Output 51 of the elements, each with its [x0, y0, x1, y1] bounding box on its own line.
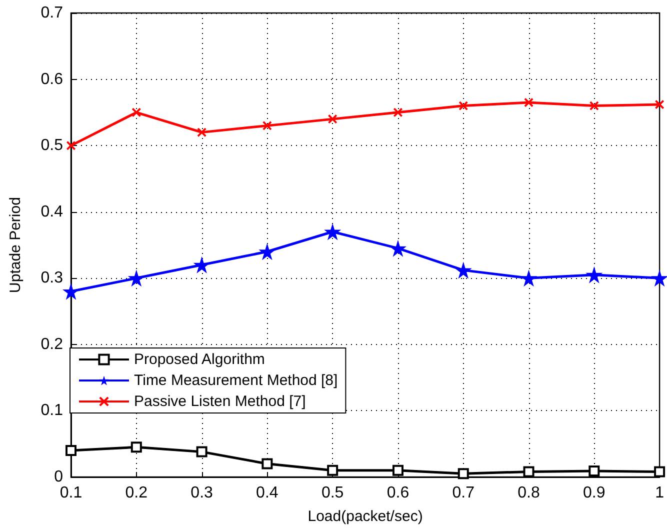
y-tick-label: 0.5	[40, 137, 64, 154]
y-tick-label: 0.7	[40, 4, 64, 22]
point	[655, 100, 664, 109]
x-tick-label: 0.9	[583, 484, 606, 502]
point	[523, 466, 534, 478]
x-axis-title: Load(packet/sec)	[308, 508, 423, 525]
point	[654, 466, 666, 478]
y-axis-title: Uptade Period	[7, 197, 24, 293]
y-tick-label: 0	[54, 468, 64, 486]
x-tick-label: 0.5	[321, 484, 344, 502]
point	[132, 108, 141, 117]
point	[258, 243, 276, 260]
point	[66, 141, 76, 150]
point	[588, 466, 600, 477]
legend-label: Time Measurement Method [8]	[134, 372, 338, 389]
y-tick-label: 0.4	[40, 203, 64, 220]
legend-label: Proposed Algorithm	[134, 351, 265, 368]
point	[524, 98, 534, 107]
point	[324, 223, 342, 240]
y-tick-label: 0.6	[40, 70, 64, 88]
x-tick-label: 0.4	[256, 484, 278, 502]
y-tick-label: 0.2	[40, 336, 64, 353]
point	[586, 266, 603, 284]
point	[520, 270, 538, 287]
point	[454, 262, 472, 279]
point	[62, 282, 80, 300]
point	[262, 121, 272, 130]
y-tick-label: 0.3	[40, 270, 64, 287]
legend-label: Passive Listen Method [7]	[134, 393, 306, 410]
point	[458, 101, 468, 110]
point	[327, 464, 338, 476]
x-tick-label: 0.1	[60, 484, 82, 502]
point	[651, 270, 667, 287]
point	[328, 114, 338, 124]
x-tick-label: 0.7	[452, 484, 475, 502]
x-tick-label: 0.8	[518, 484, 540, 502]
point	[389, 240, 406, 257]
point	[66, 444, 76, 456]
point	[590, 101, 599, 110]
point	[392, 464, 404, 476]
y-tick-label: 0.1	[40, 402, 64, 420]
x-tick-label: 0.6	[386, 484, 410, 502]
point	[262, 458, 273, 470]
point	[196, 446, 208, 458]
point	[130, 442, 142, 453]
point	[458, 468, 469, 480]
x-tick-label: 0.2	[125, 484, 148, 502]
x-tick-label: 0.3	[190, 484, 214, 502]
x-tick-label: 1	[655, 484, 664, 502]
point	[197, 128, 206, 137]
point	[393, 108, 402, 117]
